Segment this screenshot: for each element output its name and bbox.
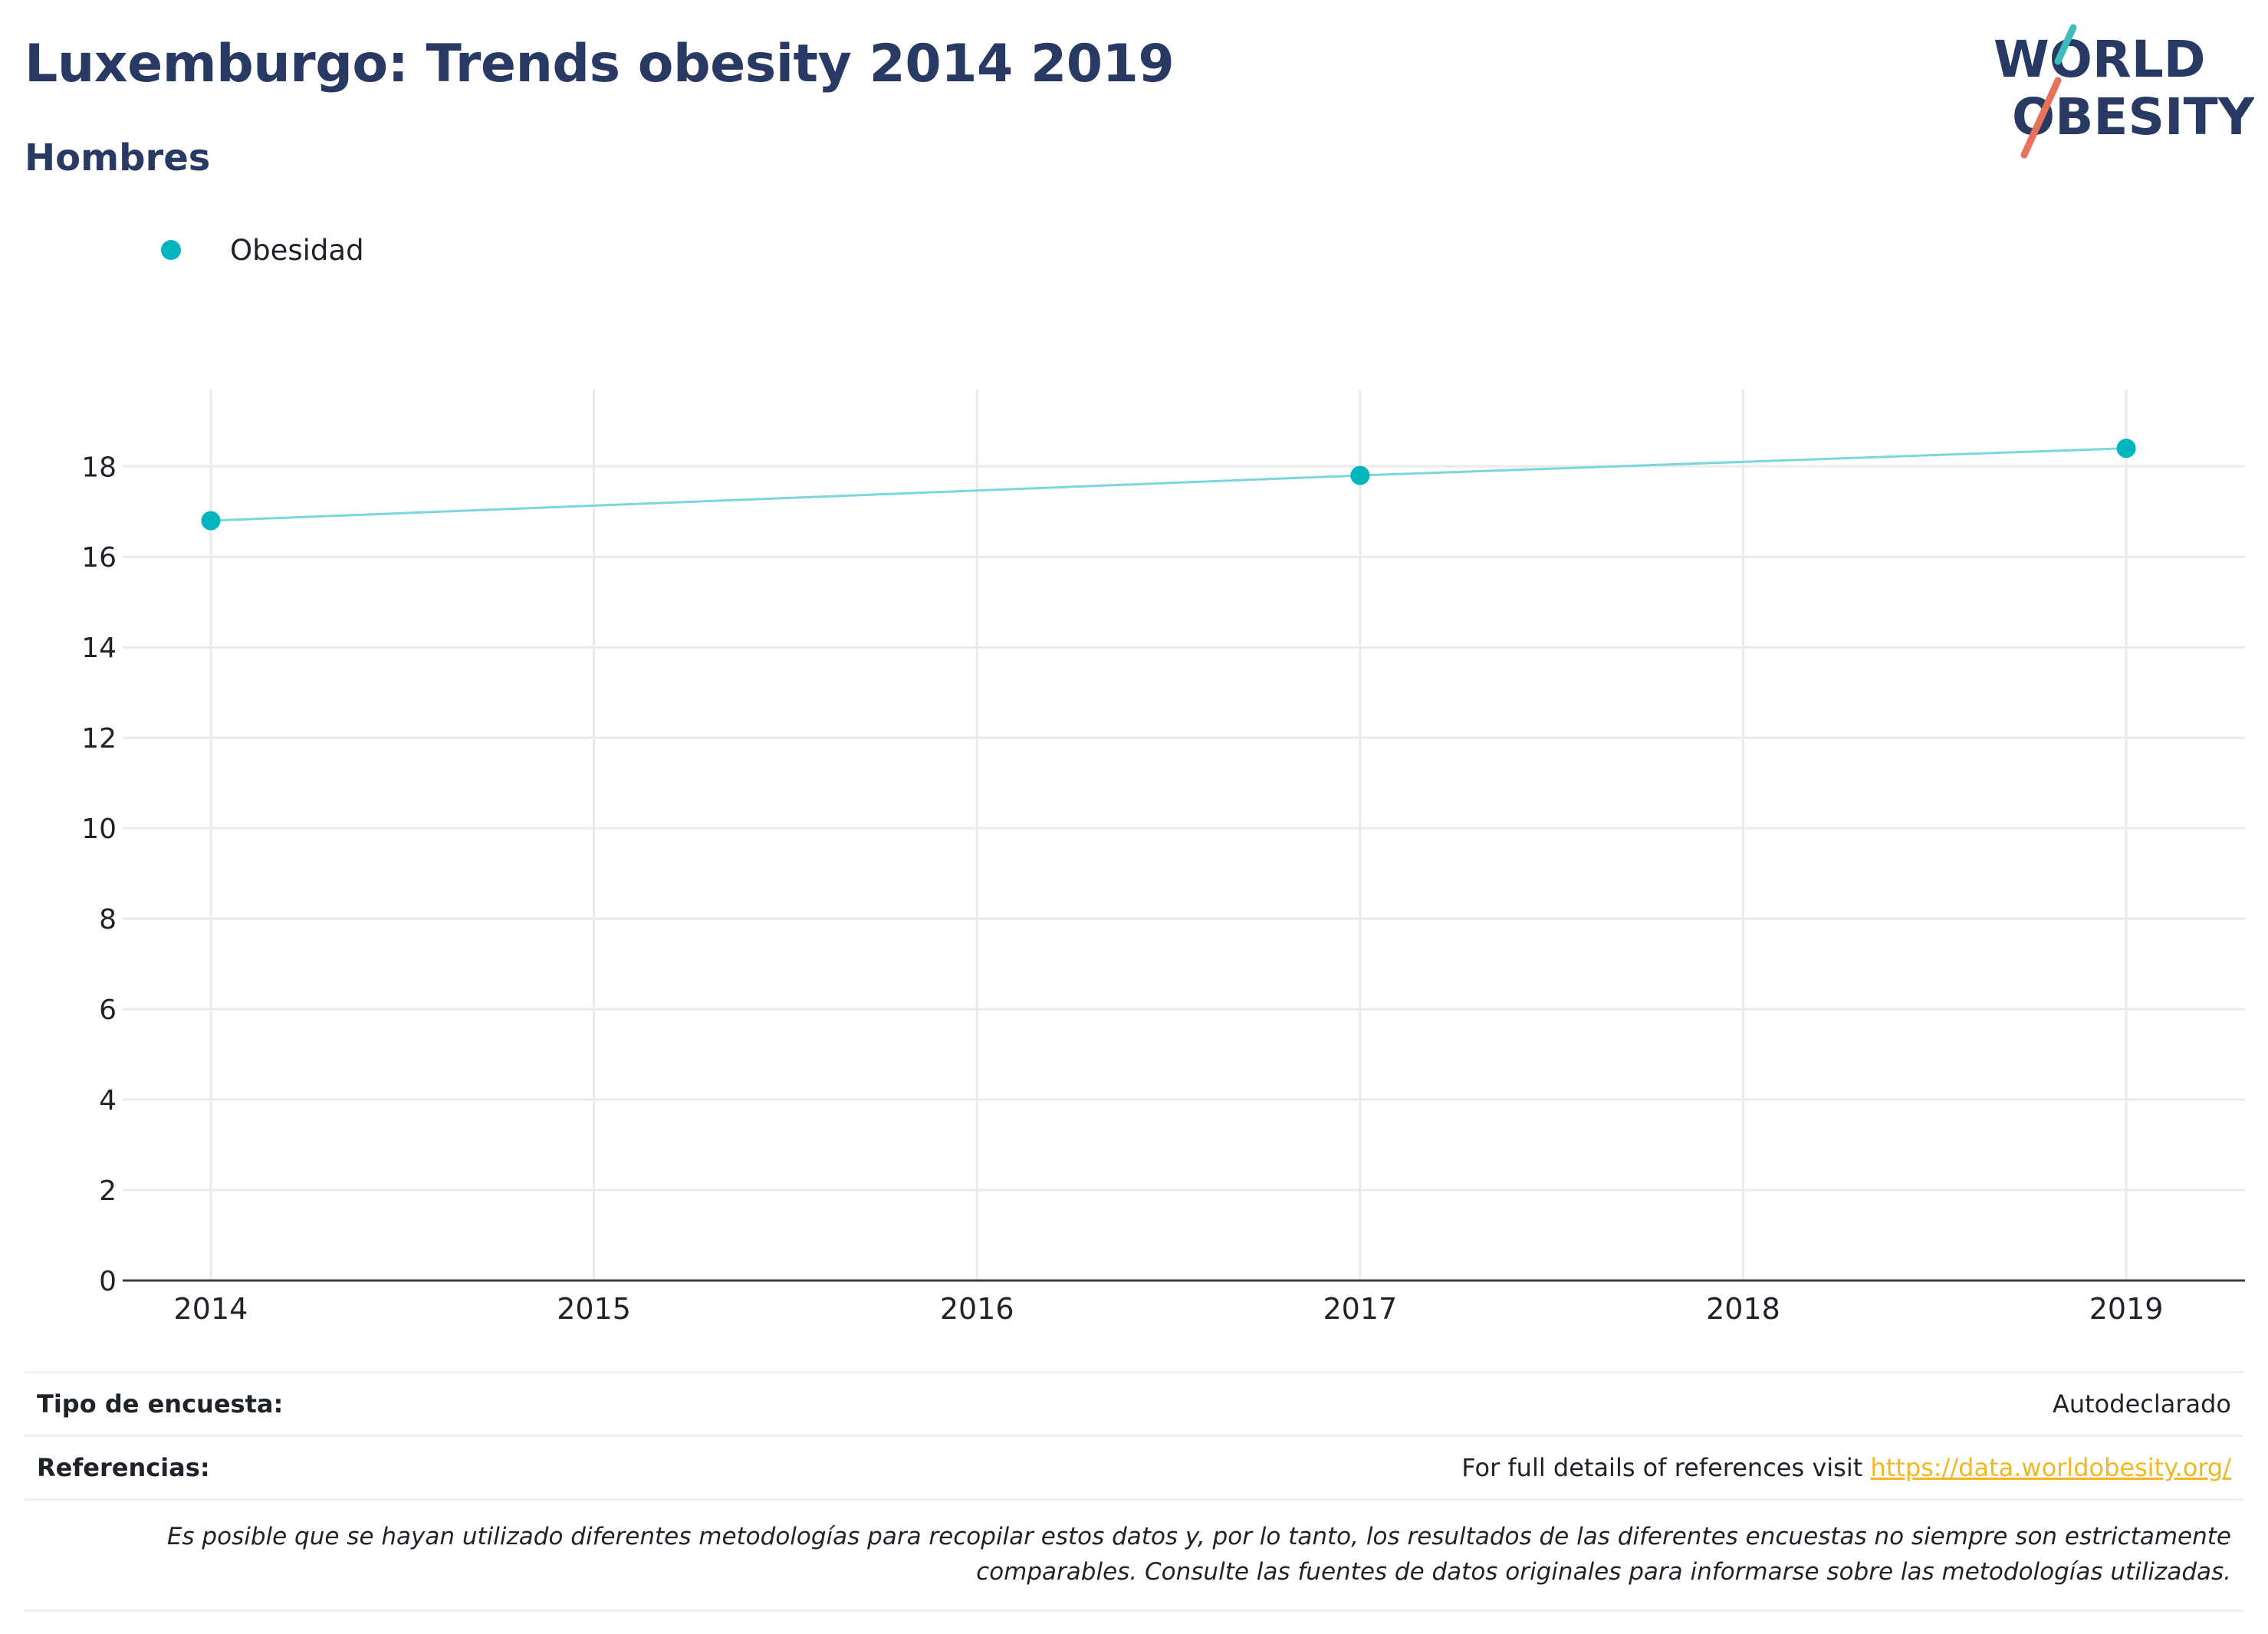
chart-title: Luxemburgo: Trends obesity 2014 2019 [25, 34, 1175, 94]
legend: Obesidad [161, 228, 364, 271]
x-tick-label: 2017 [1323, 1292, 1397, 1326]
grid-lines [123, 390, 2245, 1281]
survey-type-label: Tipo de encuesta: [37, 1389, 284, 1419]
y-tick-label: 16 [81, 542, 117, 574]
methodology-note-line-1: Es posible que se hayan utilizado difere… [166, 1523, 2231, 1550]
x-tick-label: 2018 [1706, 1292, 1780, 1326]
y-tick-label: 4 [99, 1085, 117, 1116]
survey-type-value: Autodeclarado [2052, 1389, 2231, 1419]
x-tick-label: 2016 [940, 1292, 1014, 1326]
x-tick-label: 2019 [2089, 1292, 2164, 1326]
references-intro: For full details of references visit [1461, 1453, 1863, 1482]
data-point [201, 511, 221, 531]
svg-text:WORLD: WORLD [1994, 30, 2206, 89]
y-tick-label: 8 [99, 904, 117, 935]
line-chart: 2014 2015 2016 2017 2018 2019 0 2 4 6 8 10 12 14 16 18 [81, 390, 2245, 1326]
y-tick-label: 10 [81, 814, 117, 845]
y-tick-label: 14 [81, 633, 117, 664]
y-tick-label: 6 [99, 995, 117, 1026]
methodology-note: Es posible que se hayan utilizado difere… [25, 1498, 2243, 1612]
data-point [1350, 465, 1370, 485]
world-obesity-logo: WORLD OBESITY [1994, 24, 2254, 159]
references-row: Referencias: For full details of referen… [25, 1435, 2243, 1498]
footer: Tipo de encuesta: Autodeclarado Referenc… [25, 1371, 2243, 1612]
y-tick-label: 2 [99, 1175, 117, 1207]
chart-subtitle: Hombres [25, 136, 211, 179]
references-text: For full details of references visit htt… [1461, 1453, 2231, 1482]
legend-label-obesidad: Obesidad [230, 233, 364, 267]
axes: 2014 2015 2016 2017 2018 2019 0 2 4 6 8 10 12 14 16 18 [81, 452, 2245, 1326]
y-tick-label: 18 [81, 452, 117, 483]
legend-marker-obesidad [161, 240, 181, 260]
series-line [210, 447, 2127, 522]
x-tick-label: 2014 [174, 1292, 248, 1326]
series-obesidad [201, 439, 2136, 531]
data-point [2116, 439, 2136, 459]
y-tick-label: 12 [81, 723, 117, 755]
references-label: Referencias: [37, 1453, 210, 1482]
methodology-note-line-2: comparables. Consulte las fuentes de dat… [976, 1558, 2231, 1586]
x-tick-label: 2015 [557, 1292, 631, 1326]
survey-type-row: Tipo de encuesta: Autodeclarado [25, 1371, 2243, 1435]
references-link[interactable]: https://data.worldobesity.org/ [1870, 1453, 2231, 1482]
y-tick-label: 0 [99, 1266, 117, 1297]
